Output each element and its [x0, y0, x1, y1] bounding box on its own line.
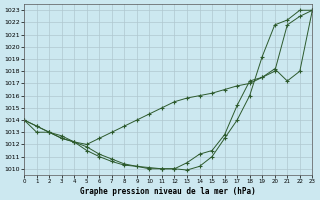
X-axis label: Graphe pression niveau de la mer (hPa): Graphe pression niveau de la mer (hPa): [80, 187, 256, 196]
